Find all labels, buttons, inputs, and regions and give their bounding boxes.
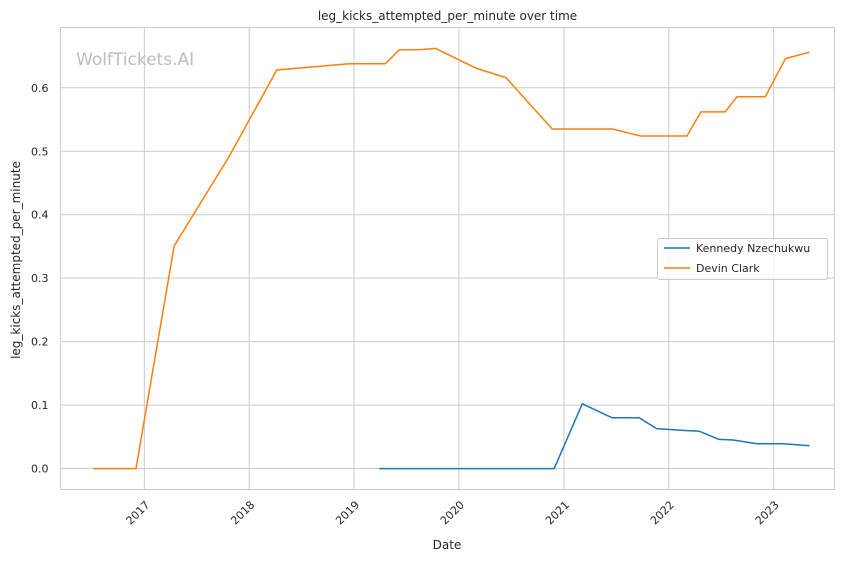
- watermark: WolfTickets.AI: [76, 50, 194, 70]
- y-tick-label: 0.1: [31, 399, 49, 412]
- x-tick-label: 2019: [333, 498, 362, 527]
- legend-box: [657, 238, 828, 280]
- y-tick-label: 0.5: [31, 145, 49, 158]
- y-axis-title: leg_kicks_attempted_per_minute: [9, 161, 23, 359]
- x-tick-label: 2021: [543, 498, 572, 527]
- x-tick-label: 2018: [228, 498, 257, 527]
- legend-label-series-1: Devin Clark: [696, 262, 760, 275]
- chart-title: leg_kicks_attempted_per_minute over time: [318, 9, 577, 23]
- x-tick-label: 2023: [753, 498, 782, 527]
- y-tick-label: 0.3: [31, 272, 49, 285]
- y-tick-label: 0.4: [31, 209, 49, 222]
- y-axis-ticks: 0.0 0.1 0.2 0.3 0.4 0.5 0.6: [31, 82, 49, 476]
- series-line-1: [93, 47, 810, 470]
- x-tick-label: 2020: [438, 498, 467, 527]
- y-tick-label: 0.2: [31, 336, 49, 349]
- y-tick-label: 0.6: [31, 82, 49, 95]
- legend: Kennedy Nzechukwu Devin Clark: [657, 238, 828, 280]
- series-lines: [93, 47, 810, 470]
- series-line-0: [379, 403, 810, 470]
- grid: [60, 27, 835, 490]
- x-tick-label: 2017: [123, 498, 152, 527]
- x-axis-ticks: 2017 2018 2019 2020 2021 2022 2023: [123, 498, 781, 527]
- x-tick-label: 2022: [648, 498, 677, 527]
- legend-label-series-0: Kennedy Nzechukwu: [696, 242, 810, 255]
- x-axis-title: Date: [433, 538, 462, 552]
- y-tick-label: 0.0: [31, 463, 49, 476]
